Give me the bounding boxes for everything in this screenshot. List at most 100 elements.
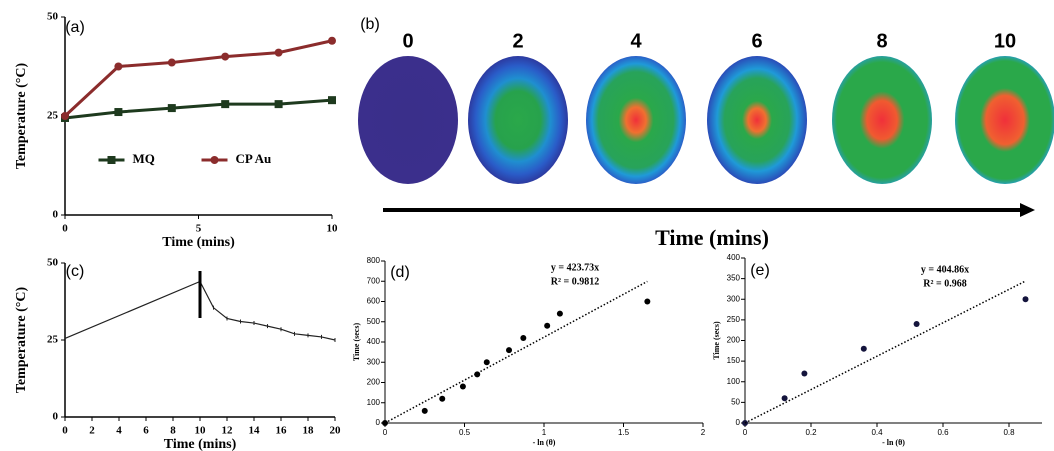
y-tick-label: 100: [727, 377, 741, 386]
point: [520, 335, 526, 341]
point: [460, 384, 466, 390]
y-tick-label: 50: [47, 257, 59, 269]
x-tick-label: 2: [89, 425, 95, 437]
x-tick-label: 20: [330, 425, 342, 437]
point: [114, 63, 122, 71]
x-tick-label: 5: [196, 223, 202, 235]
x-tick-label: 18: [303, 425, 315, 437]
annotation: y = 404.86x: [921, 264, 969, 275]
point: [328, 37, 336, 45]
x-tick-label: 8: [170, 425, 176, 437]
y-tick-label: 150: [727, 356, 741, 365]
point: [1023, 296, 1029, 302]
y-tick-label: 200: [727, 336, 741, 345]
frame-label: 8: [876, 30, 887, 52]
point: [801, 371, 807, 377]
trendline: [385, 281, 647, 423]
x-tick-label: 0: [383, 428, 388, 437]
panel-label: (d): [390, 264, 410, 281]
thermal-image: [468, 56, 568, 184]
thermal-image: [707, 56, 807, 184]
x-tick-label: 10: [327, 223, 339, 235]
x-tick-label: 12: [222, 425, 234, 437]
annotation: R² = 0.968: [923, 278, 966, 289]
y-tick-label: 25: [47, 110, 59, 122]
point: [506, 347, 512, 353]
x-tick-label: 10: [195, 425, 207, 437]
line: [65, 100, 332, 118]
point: [114, 108, 122, 116]
point: [275, 100, 283, 108]
x-tick-label: 0.2: [805, 428, 817, 437]
x-tick-label: 0: [743, 428, 748, 437]
point: [221, 53, 229, 61]
panel-label: (e): [750, 262, 770, 279]
point: [221, 100, 229, 108]
point: [544, 323, 550, 329]
arrow-head: [1020, 203, 1035, 217]
point: [439, 396, 445, 402]
x-tick-label: 4: [116, 425, 122, 437]
panel-label: (a): [65, 19, 85, 36]
thermal-image: [955, 56, 1054, 184]
x-tick-label: 16: [276, 425, 288, 437]
x-tick-label: 2: [701, 428, 706, 437]
y-tick-label: 400: [367, 337, 381, 346]
x-tick-label: 0.8: [1003, 428, 1015, 437]
y-tick-label: 250: [727, 315, 741, 324]
x-tick-label: 14: [249, 425, 261, 437]
y-tick-label: 300: [367, 357, 381, 366]
y-tick-label: 200: [367, 378, 381, 387]
x-tick-label: 0.4: [871, 428, 883, 437]
x-tick-label: 0.6: [937, 428, 949, 437]
point: [275, 49, 283, 57]
y-tick-label: 50: [47, 11, 59, 23]
x-axis-label: Time (mins): [164, 437, 237, 451]
y-tick-label: 700: [367, 276, 381, 285]
x-axis-label: - ln (θ): [533, 438, 556, 447]
y-axis-label: Time (secs): [712, 321, 721, 360]
thermal-image: [586, 56, 686, 184]
x-axis-label: Time (mins): [162, 235, 235, 250]
y-tick-label: 0: [53, 411, 59, 423]
x-tick-label: 0.5: [459, 428, 471, 437]
point: [557, 311, 563, 317]
time-label: Time (mins): [655, 225, 769, 250]
panel-label: (c): [66, 263, 85, 280]
y-axis-label: Time (secs): [352, 323, 361, 362]
point: [422, 408, 428, 414]
y-tick-label: 100: [367, 398, 381, 407]
legend-marker: [211, 156, 219, 164]
annotation: R² = 0.9812: [551, 276, 599, 287]
legend-label: CP Au: [236, 151, 272, 166]
frame-label: 4: [630, 30, 642, 52]
y-tick-label: 0: [736, 418, 741, 427]
point: [484, 359, 490, 365]
y-axis-label: Temperature (°C): [14, 287, 29, 394]
x-tick-label: 6: [143, 425, 149, 437]
point: [328, 96, 336, 104]
y-tick-label: 0: [376, 418, 381, 427]
y-tick-label: 500: [367, 317, 381, 326]
y-tick-label: 800: [367, 256, 381, 265]
frame-label: 0: [402, 30, 413, 52]
point: [168, 59, 176, 67]
frame-label: 10: [994, 30, 1016, 52]
legend-marker: [108, 156, 116, 164]
trendline: [745, 281, 1026, 423]
point: [61, 112, 69, 120]
point: [861, 346, 867, 352]
y-tick-label: 350: [727, 274, 741, 283]
point: [782, 395, 788, 401]
figure: 051002550Time (mins)Temperature (°C)(a)M…: [0, 0, 1054, 451]
x-axis-label: - ln (θ): [882, 438, 905, 447]
y-tick-label: 600: [367, 297, 381, 306]
point: [914, 321, 920, 327]
thermal-image: [832, 56, 932, 184]
x-tick-label: 1: [542, 428, 547, 437]
annotation: y = 423.73x: [551, 262, 599, 273]
point: [644, 299, 650, 305]
frame-label: 2: [512, 30, 523, 52]
y-tick-label: 400: [727, 253, 741, 262]
x-tick-label: 0: [62, 223, 68, 235]
